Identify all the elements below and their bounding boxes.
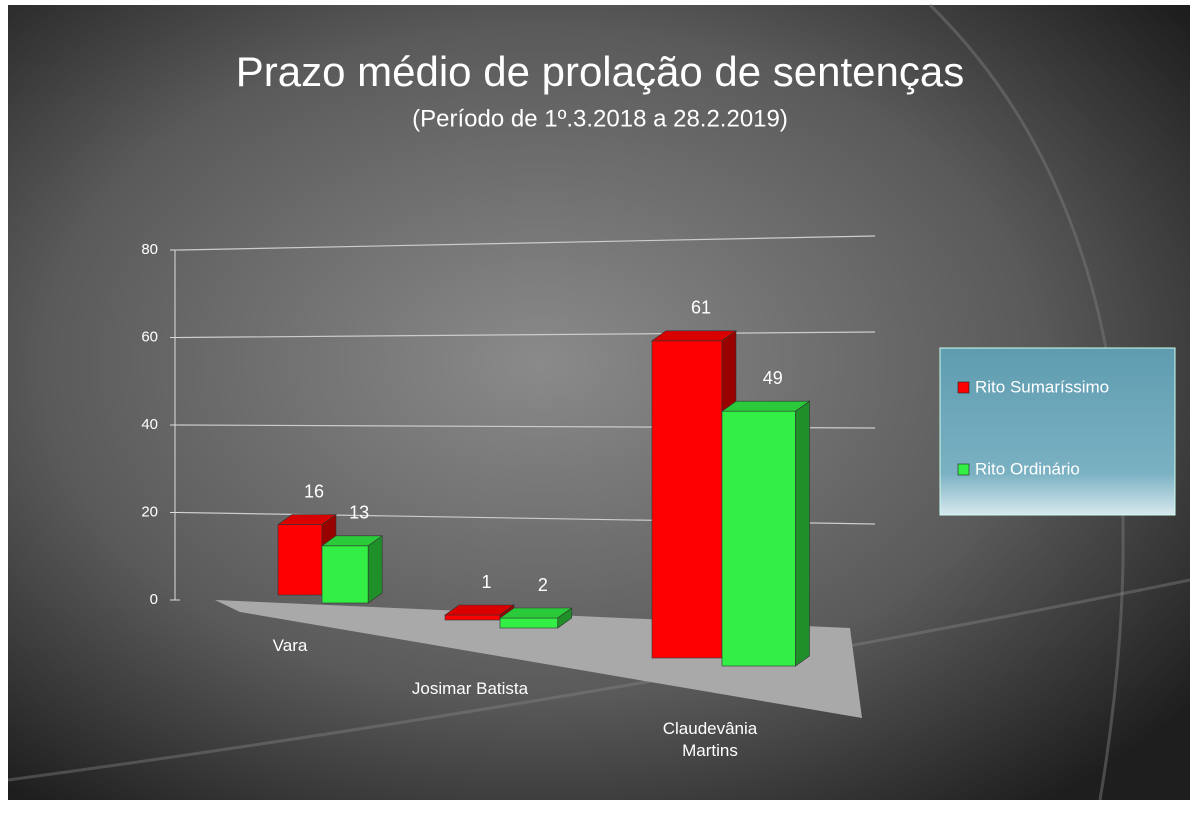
x-tick-label: Vara bbox=[272, 636, 308, 655]
legend-swatch bbox=[957, 381, 970, 394]
bar-top bbox=[721, 400, 811, 412]
y-tick-label: 60 bbox=[141, 328, 158, 345]
data-label: 13 bbox=[349, 503, 369, 523]
chart-title: Prazo médio de prolação de sentenças bbox=[236, 48, 964, 95]
grid-line bbox=[179, 235, 876, 251]
bar-side bbox=[557, 607, 573, 629]
bar-side bbox=[795, 400, 810, 667]
bar bbox=[277, 524, 323, 596]
bar bbox=[444, 614, 501, 621]
data-label: 1 bbox=[481, 572, 491, 592]
legend-swatch bbox=[957, 463, 970, 476]
bar-side bbox=[367, 535, 383, 604]
decoration bbox=[7, 578, 1191, 782]
data-label: 16 bbox=[304, 481, 324, 501]
y-tick-label: 0 bbox=[150, 591, 158, 608]
x-tick-label: Josimar Batista bbox=[411, 679, 529, 698]
y-tick-label: 40 bbox=[141, 416, 158, 433]
data-label: 61 bbox=[691, 298, 711, 318]
y-tick-label: 20 bbox=[141, 503, 158, 520]
data-label: 2 bbox=[538, 575, 548, 595]
grid-line bbox=[179, 331, 876, 339]
y-tick-label: 80 bbox=[141, 241, 158, 258]
bar bbox=[321, 545, 369, 604]
legend-label: Rito Sumaríssimo bbox=[975, 377, 1109, 396]
bar-top bbox=[651, 330, 737, 342]
bar bbox=[499, 617, 559, 629]
x-tick-label: Claudevânia Martins bbox=[662, 719, 758, 760]
legend-label: Rito Ordinário bbox=[975, 459, 1080, 478]
bar bbox=[721, 410, 796, 667]
data-label: 49 bbox=[763, 368, 783, 388]
decoration bbox=[928, 3, 1125, 801]
legend bbox=[939, 347, 1176, 516]
bar bbox=[651, 340, 723, 659]
chart-subtitle: (Período de 1º.3.2018 a 28.2.2019) bbox=[412, 105, 788, 132]
